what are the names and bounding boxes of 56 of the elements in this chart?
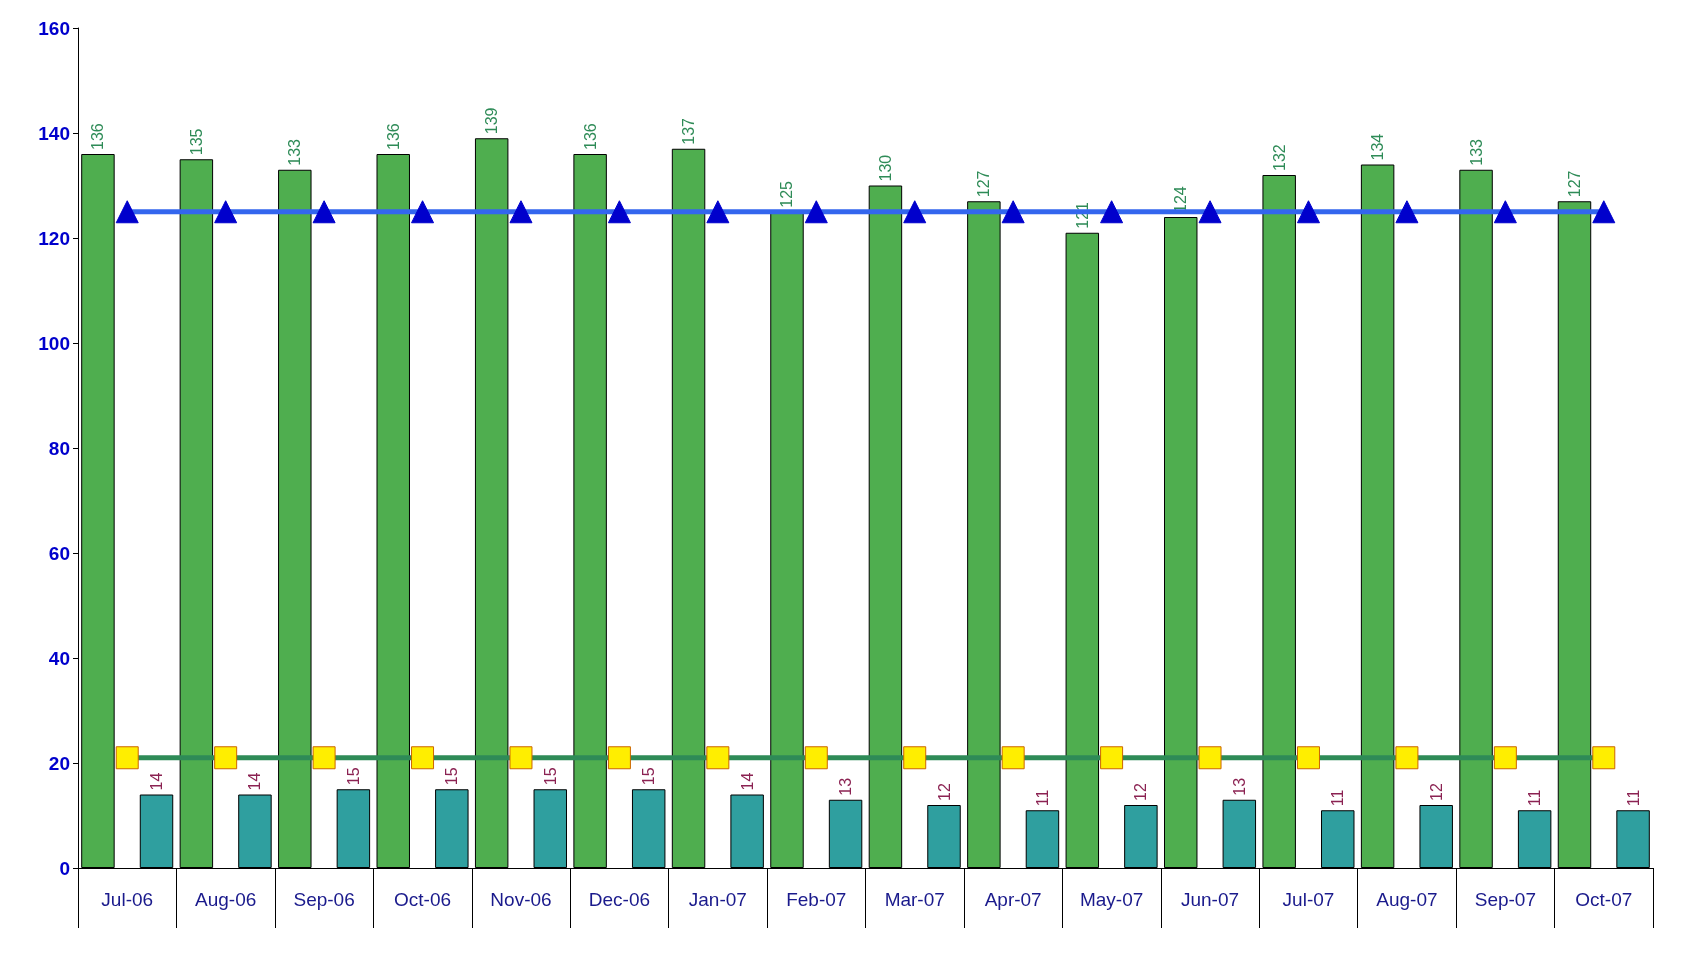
x-tick-label: Aug-07 bbox=[1376, 889, 1438, 910]
data-label: 11 bbox=[1033, 789, 1051, 807]
data-label: 132 bbox=[1270, 144, 1288, 171]
x-tick-label: Mar-07 bbox=[884, 889, 945, 910]
y-tick-label: 140 bbox=[38, 122, 70, 144]
x-tick-label: Jul-06 bbox=[101, 889, 154, 910]
x-tick-label: Jul-07 bbox=[1282, 889, 1335, 910]
y-tick-label: 60 bbox=[48, 542, 70, 564]
data-label: 130 bbox=[876, 154, 894, 182]
data-label: 15 bbox=[541, 767, 559, 786]
y-tick-label: 40 bbox=[48, 647, 70, 669]
data-label: 12 bbox=[935, 783, 953, 801]
x-tick-label: Sep-06 bbox=[293, 889, 355, 910]
x-tick-label: Oct-07 bbox=[1575, 889, 1633, 910]
data-label: 12 bbox=[1132, 783, 1150, 801]
data-label: 14 bbox=[738, 772, 756, 791]
x-tick-label: Dec-06 bbox=[588, 889, 651, 910]
x-tick-label: Aug-06 bbox=[195, 889, 257, 910]
data-label: 135 bbox=[187, 128, 205, 156]
data-label: 12 bbox=[1427, 783, 1445, 801]
data-label: 133 bbox=[286, 138, 304, 166]
y-tick-label: 80 bbox=[48, 437, 70, 459]
data-label: 136 bbox=[581, 123, 599, 150]
data-label: 124 bbox=[1172, 186, 1190, 213]
x-tick-label: Oct-06 bbox=[394, 889, 452, 910]
y-tick-label: 100 bbox=[38, 332, 70, 354]
data-label: 139 bbox=[483, 107, 501, 135]
y-tick-label: 120 bbox=[38, 227, 70, 249]
y-tick-label: 20 bbox=[48, 752, 70, 774]
y-tick-label: 0 bbox=[59, 857, 70, 879]
data-label: 127 bbox=[1566, 170, 1583, 198]
x-tick-label: Jan-07 bbox=[688, 889, 747, 910]
data-label: 136 bbox=[384, 123, 402, 150]
data-label: 15 bbox=[640, 767, 658, 786]
y-tick-label: 160 bbox=[38, 17, 70, 39]
x-tick-label: Nov-06 bbox=[490, 889, 552, 910]
data-label: 13 bbox=[837, 777, 855, 796]
data-label: 13 bbox=[1230, 777, 1248, 796]
x-tick-label: Feb-07 bbox=[786, 889, 847, 910]
data-label: 15 bbox=[344, 767, 362, 786]
x-tick-label: Apr-07 bbox=[984, 889, 1042, 910]
data-label: 14 bbox=[246, 772, 264, 791]
data-label: 11 bbox=[1329, 789, 1347, 807]
data-label: 14 bbox=[148, 772, 165, 791]
data-label: 137 bbox=[680, 117, 698, 145]
data-label: 127 bbox=[975, 170, 993, 198]
data-label: 15 bbox=[443, 767, 461, 786]
x-tick-label: Sep-07 bbox=[1474, 889, 1536, 910]
x-tick-label: Jun-07 bbox=[1180, 889, 1240, 910]
data-label: 11 bbox=[1526, 789, 1544, 807]
data-label: 134 bbox=[1369, 133, 1387, 161]
data-label: 133 bbox=[1467, 138, 1485, 166]
data-label: 11 bbox=[1624, 789, 1642, 807]
data-label: 136 bbox=[89, 123, 107, 150]
data-label: 125 bbox=[778, 180, 796, 208]
x-tick-label: May-07 bbox=[1079, 889, 1144, 910]
